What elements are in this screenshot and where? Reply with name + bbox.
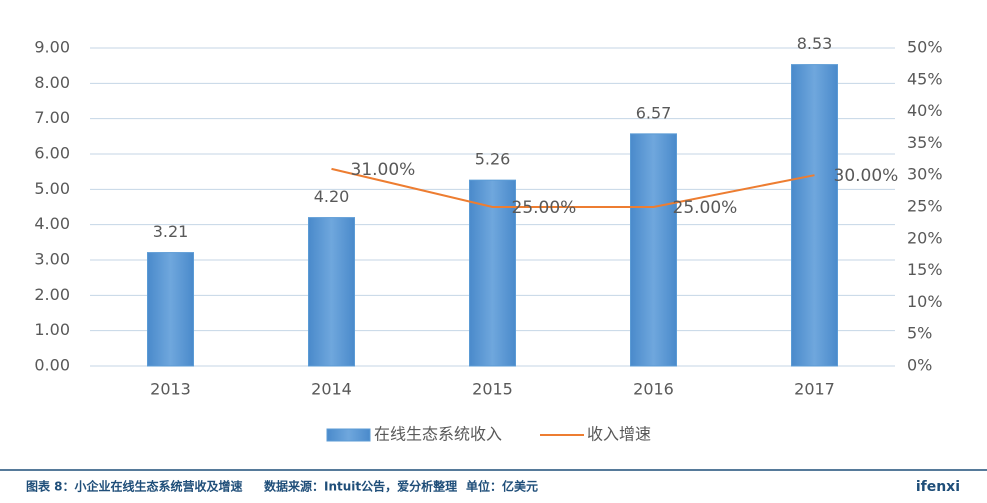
- bar: [308, 217, 355, 367]
- data-label: 31.00%: [351, 160, 416, 180]
- y-tick-label: 2.00: [34, 285, 70, 304]
- x-tick-label: 2016: [633, 380, 674, 399]
- y-tick-label: 4.00: [34, 214, 70, 233]
- y2-tick-label: 20%: [907, 228, 943, 247]
- legend-label: 收入增速: [587, 425, 651, 444]
- data-label: 3.21: [153, 222, 189, 241]
- legend-label: 在线生态系统收入: [374, 425, 502, 444]
- data-label: 30.00%: [834, 166, 899, 186]
- bar: [147, 252, 194, 367]
- unit: 单位：亿美元: [466, 479, 538, 494]
- data-label: 8.53: [797, 34, 833, 53]
- line: [331, 167, 815, 208]
- data-label: 25.00%: [673, 198, 738, 218]
- y-tick-label: 0.00: [34, 356, 70, 375]
- y2-tick-label: 40%: [907, 101, 943, 120]
- bar: [469, 179, 516, 367]
- y2-tick-label: 45%: [907, 69, 943, 88]
- y-tick-label: 8.00: [34, 73, 70, 92]
- bar: [630, 133, 677, 367]
- y2-tick-label: 30%: [907, 165, 943, 184]
- y-tick-label: 3.00: [34, 250, 70, 269]
- y2-tick-label: 10%: [907, 292, 943, 311]
- y-tick-label: 9.00: [34, 38, 70, 57]
- y2-tick-label: 50%: [907, 38, 943, 57]
- y2-tick-label: 0%: [907, 356, 932, 375]
- x-tick-label: 2017: [794, 380, 835, 399]
- bar: [791, 64, 838, 367]
- legend-swatch: [326, 428, 371, 442]
- x-tick-label: 2013: [150, 380, 191, 399]
- x-tick-label: 2014: [311, 380, 352, 399]
- y-tick-label: 1.00: [34, 320, 70, 339]
- y2-tick-label: 5%: [907, 324, 932, 343]
- y2-tick-label: 25%: [907, 197, 943, 216]
- y2-tick-label: 35%: [907, 133, 943, 152]
- data-label: 25.00%: [512, 198, 577, 218]
- y2-tick-label: 15%: [907, 260, 943, 279]
- data-label: 6.57: [636, 103, 672, 122]
- y-tick-label: 7.00: [34, 108, 70, 127]
- brand: ifenxi: [916, 479, 960, 495]
- data-label: 4.20: [314, 187, 350, 206]
- data-label: 5.26: [475, 150, 511, 169]
- x-tick-label: 2015: [472, 380, 513, 399]
- caption: 图表 8：小企业在线生态系统营收及增速: [26, 479, 243, 494]
- y-tick-label: 6.00: [34, 144, 70, 163]
- y-tick-label: 5.00: [34, 179, 70, 198]
- source: 数据来源：Intuit公告，爱分析整理: [264, 479, 457, 494]
